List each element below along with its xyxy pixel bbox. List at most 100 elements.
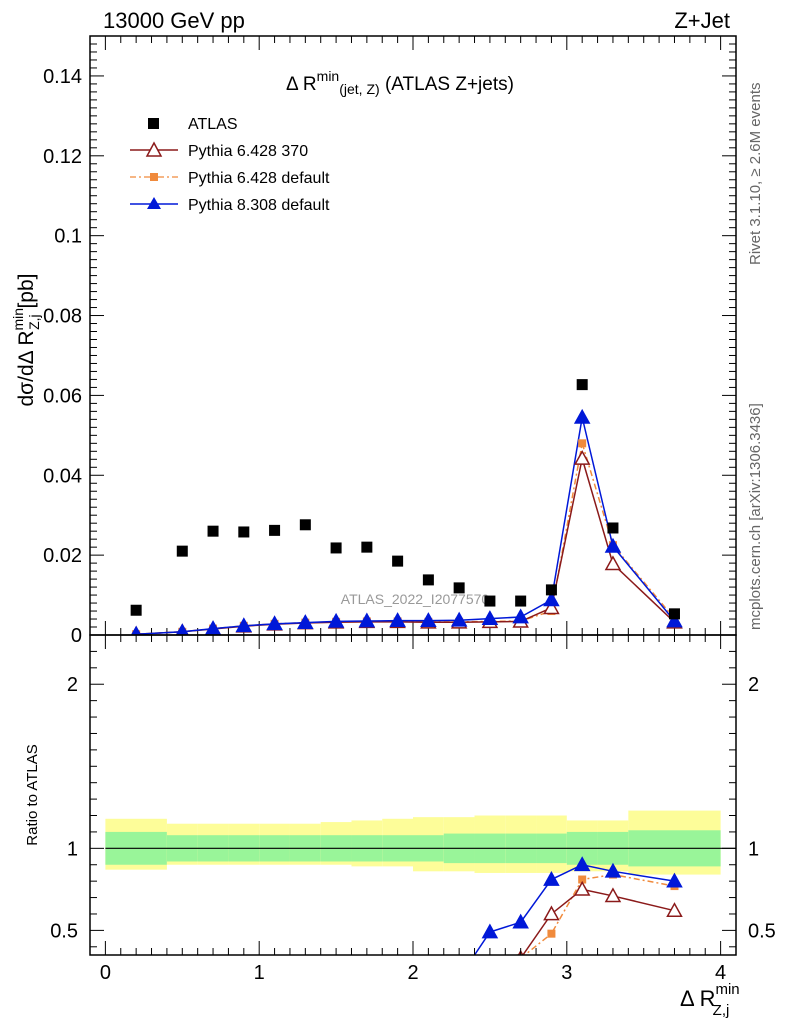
p8-default-point (130, 625, 142, 635)
x-tick-label: 4 (715, 962, 726, 984)
y-tick-label: 0.08 (43, 306, 82, 328)
legend-atlas-label: ATLAS (188, 116, 238, 133)
p6-370-point (543, 599, 560, 615)
atlas-point (453, 582, 465, 594)
legend-p8-default-marker (147, 197, 161, 209)
ratio-series (473, 856, 683, 955)
p6-370-point (573, 449, 591, 465)
y-tick-label: 0.04 (43, 465, 82, 487)
mcplots-label: mcplots.cern.ch [arXiv:1306.3436] (747, 403, 764, 630)
y-tick-label: 0.06 (43, 385, 82, 407)
legend-p6-default-label: Pythia 6.428 default (188, 170, 330, 187)
p8-default-point (420, 612, 437, 627)
y-tick-label: 0.12 (43, 146, 82, 168)
atlas-point (545, 584, 557, 596)
atlas-point (269, 524, 281, 536)
ratio-y-tick-label: 0.5 (50, 920, 78, 942)
x-label-sub: Z,j (713, 1002, 730, 1019)
p8-default-point (450, 611, 468, 627)
atlas-point (484, 595, 496, 607)
ratio-p6-370-point (604, 887, 622, 903)
legend-p6-370-label: Pythia 6.428 370 (188, 143, 308, 160)
ratio-p6-370-point (666, 902, 683, 918)
atlas-point (130, 604, 142, 616)
p8-default-point (297, 614, 314, 629)
p6-370-line (136, 458, 675, 635)
rivet-label: Rivet 3.1.10, ≥ 2.6M events (747, 83, 764, 266)
plot-title: Δ Rmin(jet, Z) (ATLAS Z+jets) (286, 68, 514, 97)
p6-370-point (604, 555, 622, 571)
p8-default-point (327, 612, 345, 628)
atlas-point (330, 542, 342, 554)
ratio-axis-ticks (89, 634, 737, 955)
legend-entry-p6-370: Pythia 6.428 370 (130, 141, 308, 160)
atlas-point (176, 545, 188, 557)
y-tick-label: 0 (71, 625, 82, 647)
ratio-p6-default-line (523, 873, 675, 955)
ratio-y-tick-label-right: 2 (748, 674, 759, 696)
plot-title-prefix: Δ R (286, 74, 317, 95)
x-label-prefix: Δ R (680, 986, 715, 1011)
main-y-label-sup: min (10, 308, 26, 331)
main-axis-ticks (89, 35, 737, 636)
main-y-label-suffix: [pb] (15, 273, 38, 314)
x-tick-labels: 0 1 2 3 4 (100, 962, 726, 984)
ratio-p8-default-point (573, 856, 591, 872)
p8-default-point (543, 591, 560, 607)
p8-default-point (512, 608, 529, 624)
ratio-p6-default-point (578, 875, 587, 884)
y-tick-label: 0.14 (43, 66, 82, 88)
ratio-p8-default-point (543, 870, 560, 886)
legend-entry-atlas: ATLAS (148, 116, 238, 133)
p8-default-point (666, 612, 683, 628)
main-y-label-sub: Z,j (26, 314, 42, 330)
y-tick-label: 0.1 (54, 226, 82, 248)
legend: ATLAS Pythia 6.428 370 Pythia 6.428 defa… (130, 116, 330, 214)
p8-default-point (204, 620, 222, 635)
main-y-tick-labels: 0 0.02 0.04 0.06 0.08 0.1 0.12 0.14 (43, 66, 82, 647)
ratio-p6-default-point (547, 929, 556, 938)
plot-title-sub: (jet, Z) (339, 81, 379, 97)
ratio-y-label: Ratio to ATLAS (24, 744, 41, 845)
p8-default-point (235, 617, 253, 633)
x-tick-label: 0 (100, 962, 111, 984)
p8-default-point (389, 612, 406, 627)
p8-default-point (481, 610, 499, 625)
legend-atlas-marker (148, 118, 159, 129)
ratio-uncertainty-bands (105, 810, 721, 875)
ratio-p8-default-point (666, 872, 683, 888)
ratio-p8-default-point (481, 923, 499, 939)
p8-default-point (604, 537, 622, 553)
main-y-label-prefix: dσ/dΔ R (15, 330, 38, 406)
p8-default-point (573, 408, 591, 424)
atlas-point (207, 525, 219, 537)
atlas-point (515, 595, 527, 607)
p8-default-point (175, 623, 189, 635)
ratio-y-tick-label: 2 (67, 674, 78, 696)
atlas-point (361, 541, 373, 553)
legend-entry-p6-default: Pythia 6.428 default (130, 170, 330, 187)
x-label: Δ Rmin Z,j (680, 981, 740, 1019)
x-tick-label: 3 (561, 962, 572, 984)
legend-p8-default-label: Pythia 8.308 default (188, 197, 330, 214)
main-panel: 0 0.02 0.04 0.06 0.08 0.1 0.12 0.14 ATLAS_2022_… (43, 35, 737, 647)
atlas-point (392, 555, 404, 567)
atlas-point (607, 522, 619, 534)
atlas-point (299, 519, 311, 531)
x-tick-label: 1 (254, 962, 265, 984)
ratio-p6-370-point (543, 905, 560, 921)
main-series (130, 379, 683, 635)
main-frame (89, 35, 737, 636)
header-right: Z+Jet (674, 8, 730, 33)
ratio-p8-default-point (512, 913, 529, 929)
plot-title-sup: min (317, 68, 340, 84)
ratio-frame (89, 634, 737, 956)
legend-entry-p8-default: Pythia 8.308 default (130, 197, 330, 214)
p8-default-point (358, 612, 376, 628)
p6-default-point (578, 439, 587, 448)
atlas-point (238, 526, 250, 538)
watermark: ATLAS_2022_I2077570 (341, 591, 490, 607)
ratio-y-tick-labels: 0.5 0.5 1 1 2 2 (50, 674, 776, 942)
main-y-label: dσ/dΔ RminZ,j [pb] (10, 273, 42, 406)
